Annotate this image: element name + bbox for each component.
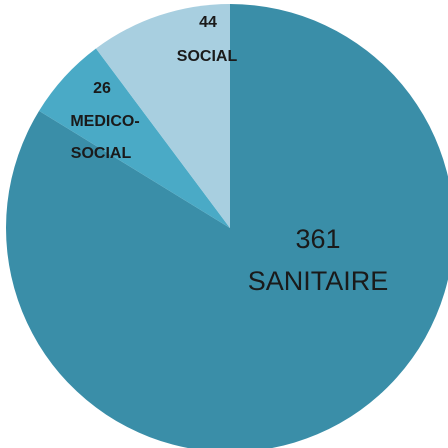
label-medico-name-1: MEDICO-: [70, 113, 139, 130]
label-sanitaire-name: SANITAIRE: [248, 266, 389, 296]
pie-slices: [6, 4, 448, 448]
label-social-value: 44: [199, 14, 217, 31]
slice-social: [95, 4, 230, 228]
slice-medico-social: [39, 48, 230, 228]
label-sanitaire-value: 361: [295, 224, 340, 254]
label-social-name: SOCIAL: [177, 48, 238, 65]
label-medico-value: 26: [93, 80, 111, 97]
label-medico-name-2: SOCIAL: [71, 145, 132, 162]
slice-sanitaire: [6, 4, 448, 448]
